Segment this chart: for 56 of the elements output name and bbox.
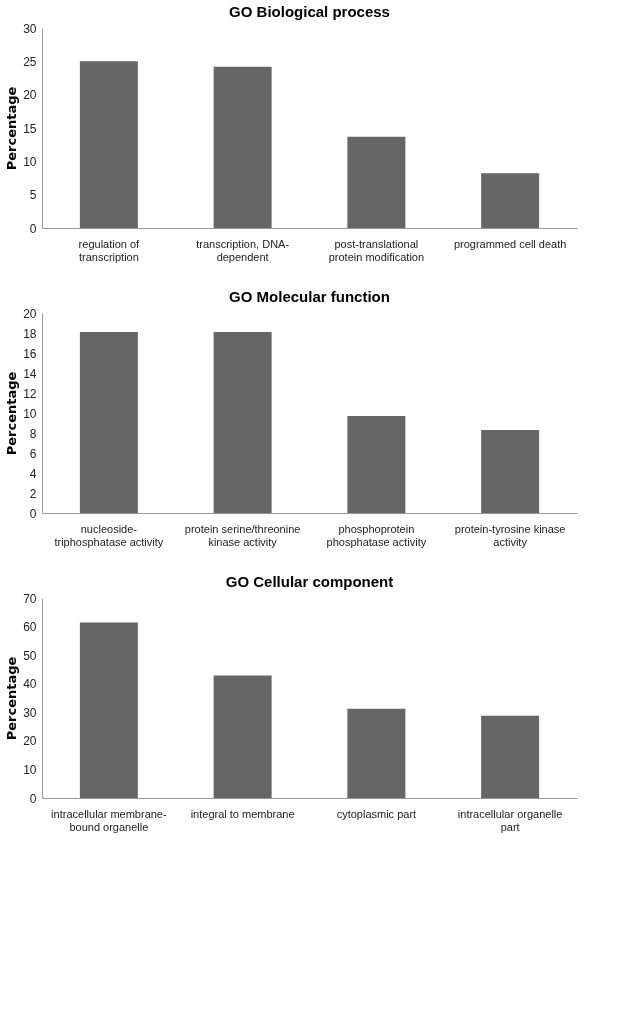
y-tick-label: 5 bbox=[29, 188, 37, 203]
chart-title: GO Cellular component bbox=[225, 573, 394, 590]
y-axis-title: Percentage bbox=[4, 371, 20, 456]
x-tick-label: programmed cell death bbox=[453, 237, 567, 250]
x-tick-label: regulation of transcription bbox=[78, 237, 141, 263]
y-tick-label: 4 bbox=[29, 466, 37, 481]
x-tick-label: protein-tyrosine kinase activity bbox=[454, 522, 566, 548]
bar bbox=[213, 332, 272, 513]
y-tick-label: 70 bbox=[23, 591, 37, 606]
y-tick-label: 10 bbox=[23, 406, 37, 421]
y-tick-label: 20 bbox=[23, 306, 37, 321]
y-tick-label: 50 bbox=[23, 648, 37, 663]
y-tick-label: 14 bbox=[23, 366, 37, 381]
x-tick-label: transcription, DNA-dependent bbox=[196, 237, 290, 263]
bar bbox=[213, 66, 272, 228]
chart-title: GO Biological process bbox=[229, 3, 390, 20]
y-tick-label: 10 bbox=[23, 762, 37, 777]
bar bbox=[347, 136, 406, 228]
y-tick-label: 12 bbox=[23, 386, 37, 401]
y-tick-label: 8 bbox=[29, 426, 37, 441]
x-tick-label: intracellular membrane-bound organelle bbox=[51, 807, 167, 833]
x-tick-label: integral to membrane bbox=[190, 807, 295, 820]
x-tick-label: phosphoprotein phosphatase activity bbox=[326, 522, 427, 548]
y-tick-label: 40 bbox=[23, 677, 37, 692]
y-tick-label: 10 bbox=[23, 154, 37, 169]
y-tick-label: 0 bbox=[29, 791, 37, 806]
y-tick-label: 2 bbox=[29, 486, 37, 501]
y-tick-label: 20 bbox=[23, 734, 37, 749]
bar bbox=[79, 61, 138, 228]
y-tick-label: 25 bbox=[23, 54, 37, 69]
y-tick-label: 15 bbox=[23, 121, 37, 136]
y-tick-label: 18 bbox=[23, 326, 37, 341]
x-tick-label: intracellular organelle part bbox=[457, 807, 563, 833]
bar bbox=[79, 332, 138, 513]
y-tick-label: 6 bbox=[29, 446, 37, 461]
bar bbox=[481, 430, 540, 513]
x-tick-label: cytoplasmic part bbox=[336, 807, 417, 820]
x-tick-label: post-translational protein modification bbox=[328, 237, 425, 263]
y-tick-label: 30 bbox=[23, 21, 37, 36]
y-tick-label: 20 bbox=[23, 88, 37, 103]
y-tick-label: 0 bbox=[29, 221, 37, 236]
chart-title: GO Molecular function bbox=[229, 288, 390, 305]
bar bbox=[347, 708, 406, 798]
bar bbox=[213, 675, 272, 798]
x-tick-label: protein serine/threonine kinase activity bbox=[184, 522, 301, 548]
bar bbox=[481, 715, 540, 798]
x-tick-label: nucleoside-triphosphatase activity bbox=[54, 522, 164, 548]
y-tick-label: 16 bbox=[23, 346, 37, 361]
y-tick-label: 30 bbox=[23, 705, 37, 720]
y-axis-title: Percentage bbox=[4, 86, 20, 171]
y-axis-title: Percentage bbox=[4, 656, 20, 741]
y-tick-label: 60 bbox=[23, 620, 37, 635]
bar bbox=[79, 622, 138, 798]
bar bbox=[481, 173, 540, 228]
bar bbox=[347, 416, 406, 513]
y-tick-label: 0 bbox=[29, 506, 37, 521]
